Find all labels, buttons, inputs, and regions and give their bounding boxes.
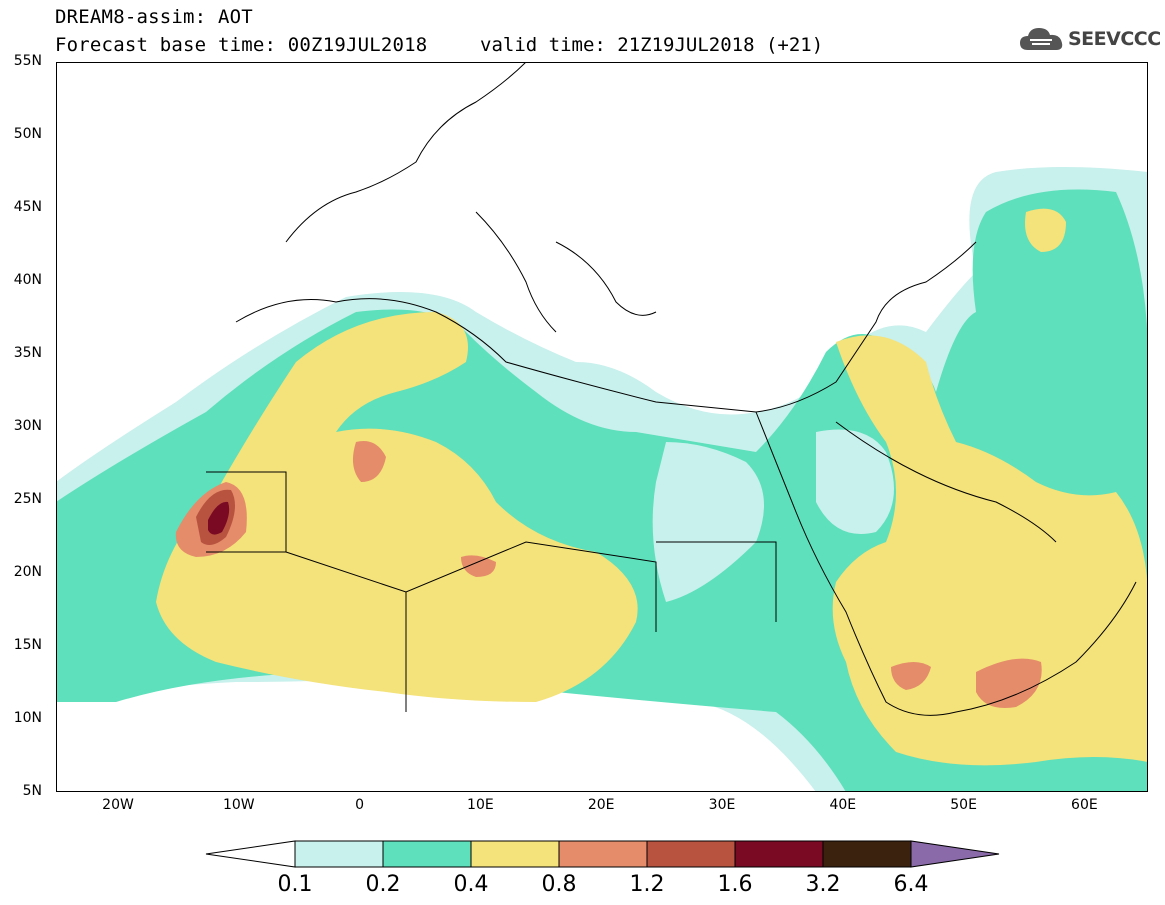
lat-label: 35N [13,345,42,361]
colorbar [205,840,1000,880]
lat-label: 45N [13,199,42,215]
lat-label: 50N [13,126,42,142]
lon-label: 10E [467,797,494,813]
lon-label: 30E [708,797,736,813]
logo-text: SEEVCCC [1068,28,1161,50]
colorbar-label: 0.8 [541,872,577,897]
lon-label: 0 [355,797,365,813]
colorbar-bin [382,840,472,868]
model-title: DREAM8-assim: AOT [55,6,253,28]
colorbar-bin [558,840,648,868]
lon-label: 40E [829,797,857,813]
colorbar-label: 0.2 [365,872,401,897]
colorbar-bin [822,840,912,868]
colorbar-label: 0.4 [453,872,489,897]
colorbar-under-arrow [205,840,296,868]
coastlines [206,61,1137,716]
colorbar-label: 0.1 [277,872,313,897]
lon-label: 60E [1071,797,1098,813]
colorbar-bin [470,840,560,868]
colorbar-bin [734,840,824,868]
lat-label: 40N [13,272,42,288]
colorbar-bin [294,840,384,868]
lon-label: 20W [102,797,134,813]
aot-contours [56,167,1148,792]
lon-label: 50E [950,797,977,813]
lat-label: 20N [13,564,42,580]
valid-time: valid time: 21Z19JUL2018 (+21) [480,34,824,56]
colorbar-bin [646,840,736,868]
colorbar-label: 1.2 [629,872,665,897]
colorbar-label: 6.4 [893,872,929,897]
lat-label: 30N [13,418,42,434]
map-canvas [56,61,1148,792]
lat-label: 5N [22,783,42,799]
lat-label: 55N [13,53,42,69]
lat-label: 15N [13,637,42,653]
lat-label: 25N [13,491,42,507]
aot-map [56,61,1148,792]
cloud-icon [1020,28,1063,50]
colorbar-svg [205,840,1000,868]
lon-label: 10W [222,797,255,813]
lon-label: 20E [587,797,615,813]
colorbar-label: 1.6 [717,872,753,897]
colorbar-over-arrow [910,840,1000,868]
colorbar-label: 3.2 [805,872,841,897]
base-time: Forecast base time: 00Z19JUL2018 [55,34,428,56]
lat-label: 10N [13,710,42,726]
seevccc-logo: SEEVCCC [1018,24,1161,56]
